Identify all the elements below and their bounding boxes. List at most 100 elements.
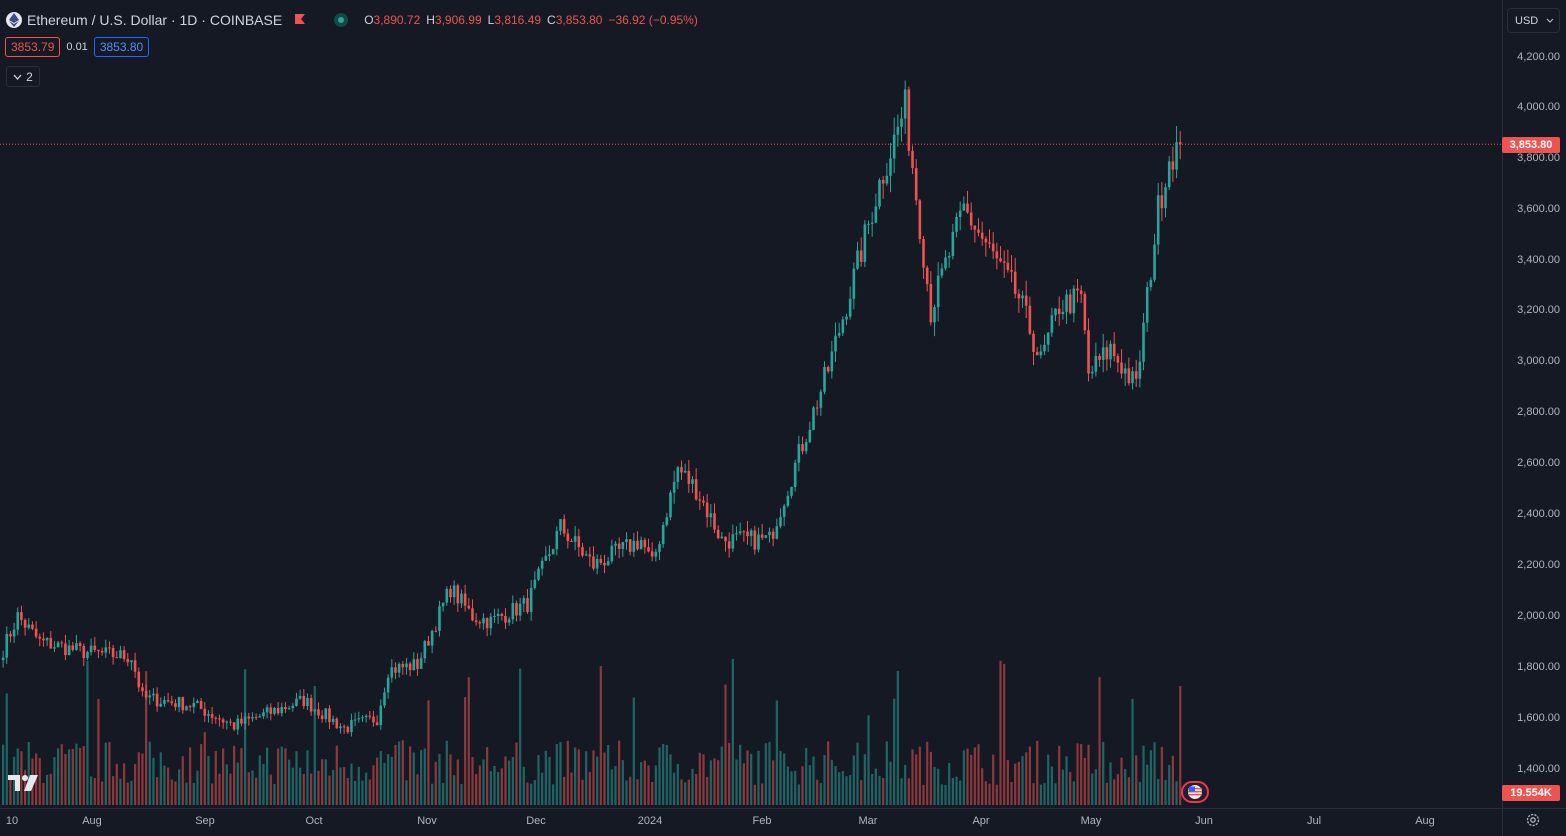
candle <box>870 211 874 237</box>
price-tick: 2,000.00 <box>1517 610 1560 622</box>
ohlc-values: O3,890.72 H3,906.99 L3,816.49 C3,853.80 … <box>364 13 698 27</box>
candle <box>606 557 610 566</box>
time-tick: Oct <box>305 815 323 827</box>
candle <box>808 421 812 444</box>
indicators-toggle-button[interactable]: 2 <box>6 66 40 87</box>
candle <box>592 546 595 571</box>
volume-bar <box>669 754 672 805</box>
volume-bar <box>119 778 122 805</box>
settings-gear-icon[interactable] <box>1525 812 1541 833</box>
volume-bar <box>838 772 841 805</box>
volume-bar <box>812 756 815 805</box>
volume-bar <box>306 750 309 805</box>
volume-bar <box>90 776 93 805</box>
market-status-icon[interactable] <box>334 13 349 27</box>
sell-button[interactable]: 3853.79 <box>5 37 61 57</box>
volume-bar <box>830 759 833 805</box>
candle <box>841 316 845 336</box>
volume-bar <box>775 700 778 805</box>
candle <box>1098 353 1101 367</box>
volume-bar <box>662 743 665 805</box>
candle <box>738 522 742 536</box>
candle <box>889 143 892 193</box>
volume-bar <box>350 763 353 805</box>
candle <box>720 532 724 539</box>
volume-bar <box>849 775 852 805</box>
candle <box>573 525 577 551</box>
volume-bar <box>841 771 844 805</box>
time-tick: Sep <box>195 815 215 827</box>
candle <box>1178 131 1182 160</box>
volume-bar <box>1076 743 1079 805</box>
time-tick: Dec <box>526 815 546 827</box>
volume-bar <box>937 768 940 805</box>
time-axis[interactable]: 10 Aug Sep Oct Nov Dec 2024 Feb Mar Apr May Jun Jul A… <box>0 808 1502 836</box>
volume-bar <box>203 732 206 805</box>
candle <box>518 597 522 621</box>
volume-bar <box>621 760 624 805</box>
volume-bar <box>284 748 287 805</box>
candle <box>405 657 408 675</box>
candle <box>1046 332 1050 353</box>
volume-bar <box>1091 773 1094 805</box>
candle <box>478 620 482 629</box>
candle <box>298 689 302 700</box>
volume-bar <box>486 747 489 805</box>
currency-select[interactable]: USD <box>1507 8 1560 33</box>
candle <box>731 524 735 552</box>
candle <box>595 554 599 575</box>
volume-bar <box>317 770 320 805</box>
candle <box>254 713 258 721</box>
volume-bar <box>834 766 837 805</box>
candle <box>914 159 918 206</box>
volume-bar <box>526 782 529 805</box>
volume-bar <box>610 769 613 805</box>
volume-bar <box>654 765 657 805</box>
candle <box>775 518 779 540</box>
candle <box>1167 156 1171 191</box>
candlestick-chart[interactable] <box>0 0 1502 808</box>
volume-bar <box>1036 740 1039 805</box>
candle <box>764 535 768 539</box>
candle <box>1138 350 1142 388</box>
price-axis[interactable]: 4,200.00 4,000.00 3,800.00 3,600.00 3,400.00… <box>1502 0 1566 808</box>
volume-bar <box>456 759 459 805</box>
buy-button[interactable]: 3853.80 <box>93 37 150 57</box>
candle <box>511 595 515 625</box>
volume-bar <box>695 773 698 805</box>
volume-bar <box>423 748 426 805</box>
price-tick: 4,000.00 <box>1517 101 1560 113</box>
volume-bar <box>629 776 632 805</box>
volume-bar <box>299 767 302 805</box>
candle <box>1120 349 1123 379</box>
volume-bar <box>1010 781 1013 805</box>
candle <box>639 536 643 550</box>
volume-bar <box>152 757 155 805</box>
candle <box>584 550 588 557</box>
candle <box>97 649 100 659</box>
volume-bar <box>1032 783 1035 805</box>
time-tick: Jun <box>1195 815 1213 827</box>
us-flag-event-icon[interactable] <box>1181 781 1209 803</box>
time-tick: Feb <box>752 815 772 827</box>
candle <box>416 653 419 676</box>
volume-bar <box>159 752 162 805</box>
candle <box>687 459 691 493</box>
candle <box>1116 353 1120 373</box>
price-tick: 1,600.00 <box>1517 712 1560 724</box>
volume-bar <box>493 765 496 805</box>
volume-bar <box>416 774 419 805</box>
volume-bar <box>768 742 771 805</box>
volume-bar <box>2 744 5 805</box>
volume-bar <box>1116 774 1119 805</box>
candle <box>709 503 713 527</box>
flag-icon[interactable] <box>294 12 306 28</box>
volume-bar <box>574 747 577 805</box>
symbol-title[interactable]: Ethereum / U.S. Dollar · 1D · COINBASE <box>27 12 283 28</box>
candle <box>918 199 922 244</box>
volume-bar <box>563 776 566 805</box>
candle <box>988 229 991 249</box>
tradingview-logo-icon[interactable] <box>8 774 40 797</box>
volume-bar <box>148 741 151 805</box>
chart-pane[interactable] <box>0 0 1502 808</box>
